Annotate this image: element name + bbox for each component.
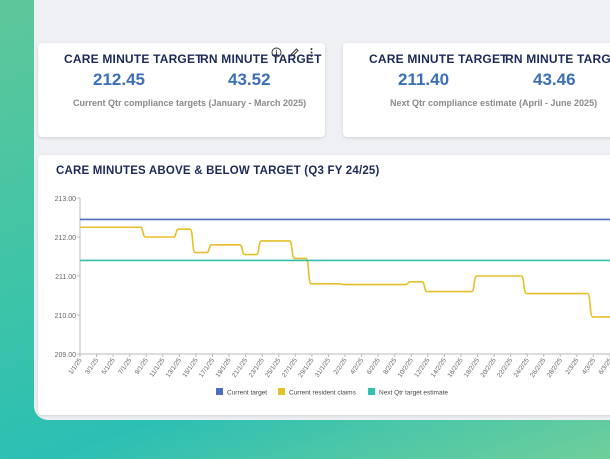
x-tick-label: 15/1/25 (181, 357, 199, 379)
x-tick-label: 31/1/25 (314, 357, 332, 379)
x-tick-label: 23/1/25 (248, 357, 266, 379)
info-icon[interactable] (271, 47, 282, 58)
legend-swatch (216, 388, 223, 395)
y-tick-label: 209.00 (55, 352, 77, 359)
legend-label: Next Qtr target estimate (379, 390, 448, 397)
x-tick-label: 25/1/25 (264, 357, 282, 379)
x-tick-label: 16/2/25 (446, 357, 464, 379)
y-tick-label: 211.00 (55, 274, 76, 281)
care-minute-target-value: 212.45 (93, 70, 145, 89)
x-tick-label: 24/2/25 (513, 357, 531, 379)
current-qtr-caption: Current Qtr compliance targets (January … (73, 98, 307, 108)
x-tick-label: 22/2/25 (496, 357, 514, 379)
legend-swatch (278, 388, 285, 395)
x-tick-label: 7/1/25 (117, 357, 133, 376)
legend-label: Current target (227, 390, 267, 397)
x-tick-label: 2/3/25 (564, 357, 580, 376)
x-tick-label: 4/2/25 (349, 357, 365, 376)
x-tick-label: 27/1/25 (281, 357, 299, 379)
x-tick-label: 26/2/25 (529, 357, 547, 379)
x-tick-label: 13/1/25 (165, 357, 183, 379)
x-tick-label: 3/1/25 (84, 357, 100, 376)
x-tick-label: 10/2/25 (397, 357, 415, 379)
care-minute-target-label: CARE MINUTE TARGET (64, 52, 203, 66)
x-tick-label: 9/1/25 (134, 357, 150, 376)
more-vertical-icon[interactable] (306, 47, 317, 58)
x-tick-label: 6/2/25 (366, 357, 382, 376)
x-tick-label: 17/1/25 (198, 357, 216, 379)
x-tick-label: 1/1/25 (68, 357, 84, 376)
series-line-2 (80, 226, 610, 318)
x-tick-label: 5/1/25 (101, 357, 117, 376)
care-minutes-chart-card: CARE MINUTES ABOVE & BELOW TARGET (Q3 FY… (38, 155, 610, 415)
care-minute-target-value: 211.40 (398, 70, 450, 89)
y-tick-label: 210.00 (55, 313, 77, 320)
line-chart: 213.00 212.00 211.00 210.00 209.001/1/25 3/1/… (55, 196, 610, 397)
x-tick-label: 2/2/25 (333, 357, 349, 376)
x-tick-label: 8/2/25 (382, 357, 398, 376)
next-qtr-caption: Next Qtr compliance estimate (April - Ju… (390, 98, 598, 108)
x-tick-label: 6/3/25 (598, 357, 610, 376)
x-tick-label: 19/1/25 (215, 357, 233, 379)
x-tick-label: 20/2/25 (480, 357, 498, 379)
legend-swatch (368, 388, 375, 395)
rn-minute-target-label: RN MINUTE TARGET (505, 52, 610, 66)
x-tick-label: 14/2/25 (430, 357, 448, 379)
y-tick-label: 212.00 (55, 235, 77, 242)
x-tick-label: 21/1/25 (231, 357, 249, 379)
x-tick-label: 28/2/25 (546, 357, 564, 379)
current-targets-card: CARE MINUTE TARGET 212.45 RN MINUTE TARG… (38, 43, 325, 137)
legend-label: Current resident claims (289, 390, 357, 397)
dashboard-frame: CARE MINUTE TARGET 212.45 RN MINUTE TARG… (34, 0, 610, 420)
care-minute-target-label: CARE MINUTE TARGET (369, 52, 508, 66)
rn-minute-target-label: RN MINUTE TARGET (200, 52, 322, 66)
rn-minute-target-value: 43.46 (533, 70, 576, 89)
next-qtr-card: CARE MINUTE TARGET 211.40 RN MINUTE TARG… (343, 43, 610, 137)
chart-title: CARE MINUTES ABOVE & BELOW TARGET (Q3 FY… (56, 165, 380, 177)
x-tick-label: 18/2/25 (463, 357, 481, 379)
rn-minute-target-value: 43.52 (228, 70, 271, 89)
y-tick-label: 213.00 (55, 196, 77, 203)
x-tick-label: 29/1/25 (297, 357, 315, 379)
x-tick-label: 12/2/25 (413, 357, 431, 379)
edit-pencil-icon[interactable] (289, 47, 300, 58)
x-tick-label: 4/3/25 (581, 357, 597, 376)
